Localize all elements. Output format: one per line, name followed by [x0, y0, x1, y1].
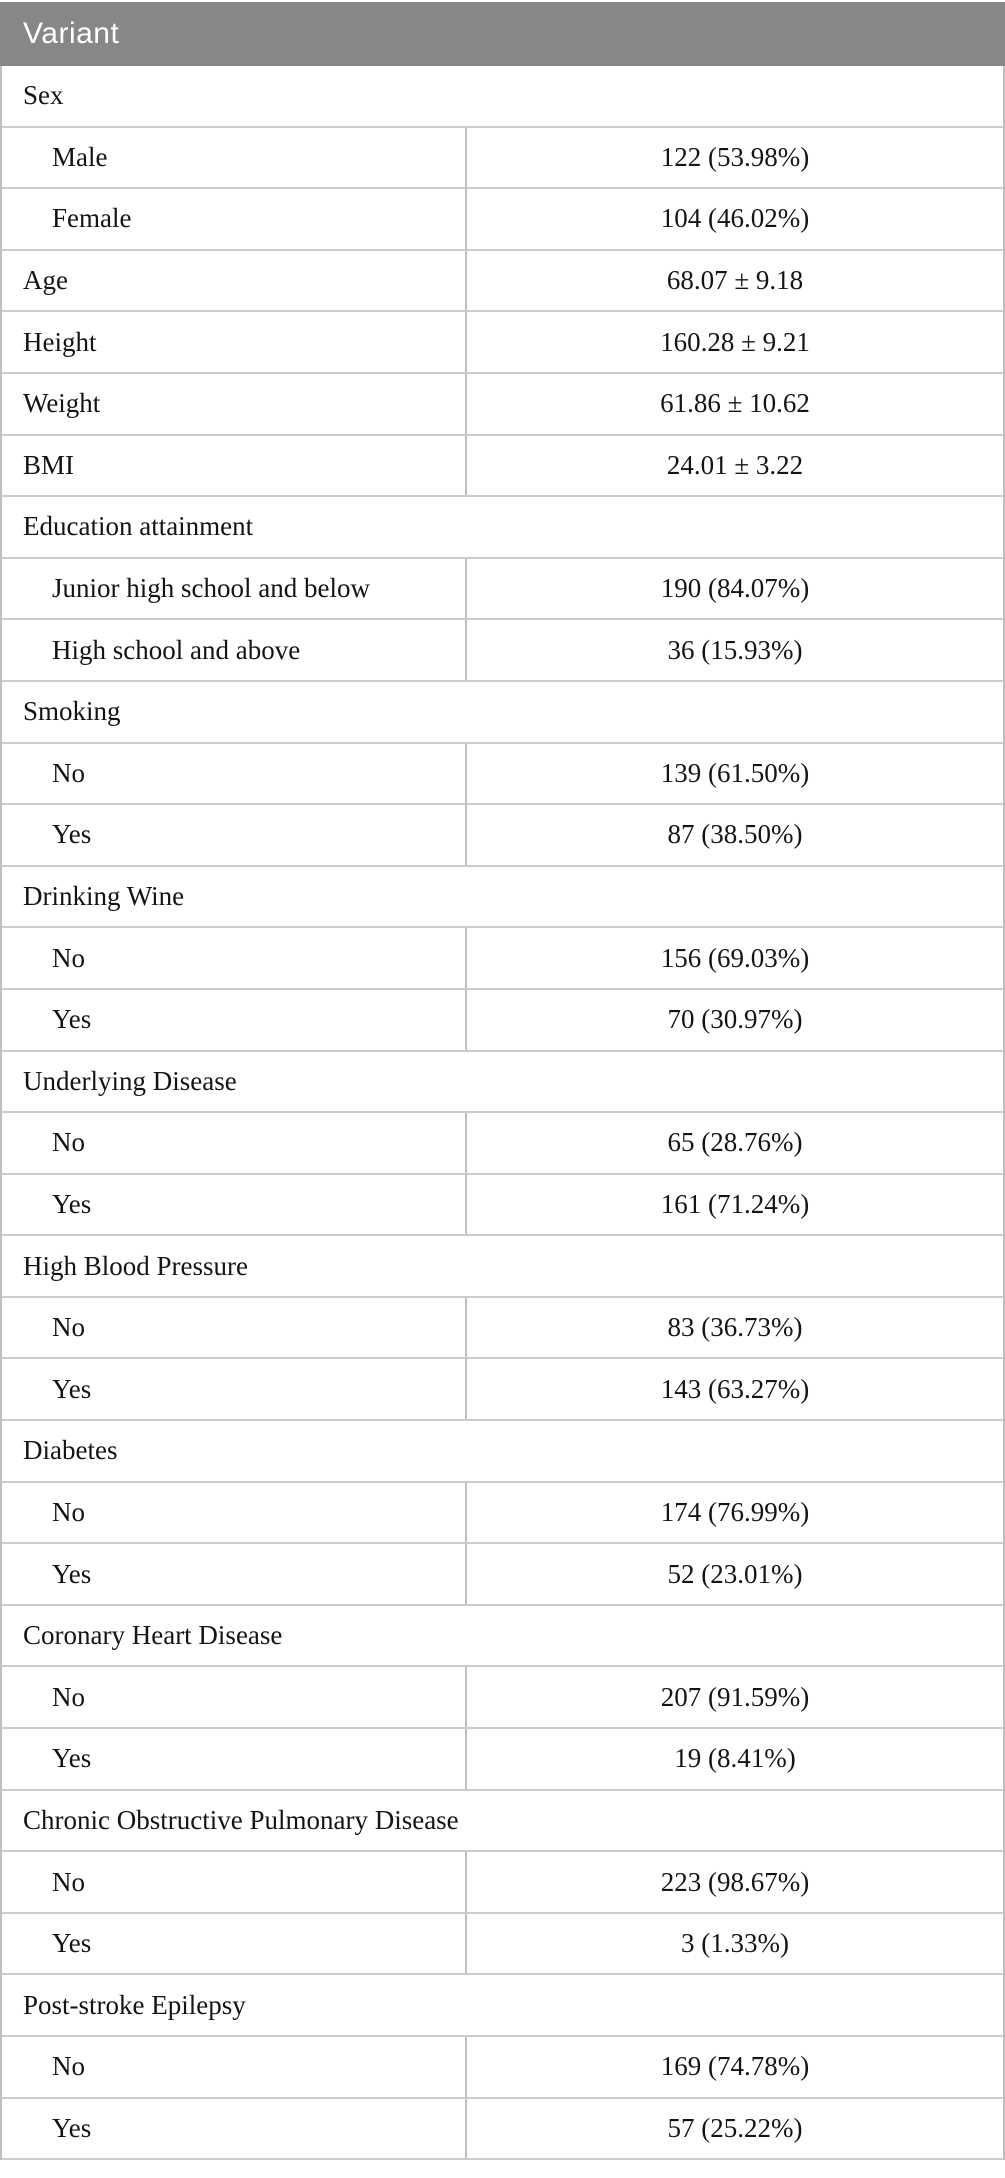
table-section-row: Drinking Wine — [2, 866, 1003, 929]
row-value: 139 (61.50%) — [660, 757, 810, 788]
row-label: Yes — [2, 1359, 467, 1420]
table-row: Yes 19 (8.41%) — [2, 1729, 1003, 1791]
table-row: Male 122 (53.98%) — [2, 127, 1003, 190]
table-section-row: Chronic Obstructive Pulmonary Disease — [2, 1790, 1003, 1853]
table-section-row: Coronary Heart Disease — [2, 1605, 1003, 1668]
row-label: Yes — [2, 2098, 467, 2159]
row-value: 24.01 ± 3.22 — [666, 449, 804, 480]
row-label: Education attainment — [23, 511, 254, 542]
table-row: BMI 24.01 ± 3.22 — [2, 435, 1003, 498]
table-header-title: Variant — [23, 17, 120, 50]
table-row: No 207 (91.59%) — [2, 1667, 1003, 1730]
table-row: No 139 (61.50%) — [2, 743, 1003, 806]
table-row: No 169 (74.78%) — [2, 2037, 1003, 2099]
table-row: Yes 52 (23.01%) — [2, 1544, 1003, 1606]
row-label: No — [2, 1667, 467, 1728]
table-section-row: Post-stroke Epilepsy — [2, 1975, 1003, 2037]
row-value: 169 (74.78%) — [660, 2051, 810, 2082]
table-row: Junior high school and below 190 (84.07%… — [2, 558, 1003, 621]
row-value: 161 (71.24%) — [660, 1188, 810, 1219]
row-label: Weight — [2, 373, 467, 434]
table-row: No 174 (76.99%) — [2, 1482, 1003, 1545]
table-section-row: Underlying Disease — [2, 1051, 1003, 1114]
row-label: Yes — [2, 805, 467, 865]
table-row: Height 160.28 ± 9.21 — [2, 312, 1003, 374]
row-label: Yes — [2, 989, 467, 1050]
row-value: 52 (23.01%) — [667, 1558, 803, 1589]
row-value: 207 (91.59%) — [660, 1681, 810, 1712]
row-label: No — [2, 928, 467, 988]
table-section-row: High Blood Pressure — [2, 1236, 1003, 1298]
row-label: No — [2, 1297, 467, 1358]
table-row: Yes 161 (71.24%) — [2, 1174, 1003, 1237]
row-label: Height — [2, 312, 467, 372]
table-row: No 156 (69.03%) — [2, 928, 1003, 990]
row-label: Yes — [2, 1913, 467, 1974]
row-value: 70 (30.97%) — [667, 1004, 803, 1035]
table-row: Yes 143 (63.27%) — [2, 1359, 1003, 1422]
table-row: Yes 87 (38.50%) — [2, 805, 1003, 867]
row-value: 57 (25.22%) — [667, 2112, 803, 2143]
row-value: 83 (36.73%) — [667, 1312, 803, 1343]
row-label: Age — [2, 250, 467, 311]
table-row: No 83 (36.73%) — [2, 1297, 1003, 1360]
table-row: Yes 70 (30.97%) — [2, 989, 1003, 1052]
table-section-row: Diabetes — [2, 1421, 1003, 1483]
row-label: Diabetes — [23, 1435, 118, 1466]
row-label: Yes — [2, 1544, 467, 1604]
row-label: Sex — [23, 80, 64, 111]
table-row: Yes 57 (25.22%) — [2, 2098, 1003, 2161]
table-row: Female 104 (46.02%) — [2, 189, 1003, 251]
row-value: 174 (76.99%) — [660, 1496, 810, 1527]
row-label: Coronary Heart Disease — [23, 1620, 283, 1651]
row-label: No — [2, 1852, 467, 1912]
row-value: 36 (15.93%) — [667, 634, 803, 665]
row-value: 190 (84.07%) — [660, 573, 810, 604]
table-row: Age 68.07 ± 9.18 — [2, 250, 1003, 313]
row-value: 3 (1.33%) — [681, 1928, 789, 1959]
table-row: Weight 61.86 ± 10.62 — [2, 373, 1003, 436]
row-label: Chronic Obstructive Pulmonary Disease — [23, 1804, 459, 1835]
row-label: Smoking — [23, 696, 121, 727]
row-label: No — [2, 743, 467, 804]
row-label: No — [2, 1482, 467, 1543]
row-value: 122 (53.98%) — [660, 141, 810, 172]
table-body: Sex Male 122 (53.98%) Female 104 (46.02%… — [0, 66, 1005, 2161]
row-label: Drinking Wine — [23, 881, 185, 912]
row-label: Male — [2, 127, 467, 188]
row-value: 19 (8.41%) — [674, 1743, 796, 1774]
row-value: 223 (98.67%) — [660, 1866, 810, 1897]
row-label: No — [2, 2037, 467, 2097]
table-row: High school and above 36 (15.93%) — [2, 620, 1003, 682]
table-row: Yes 3 (1.33%) — [2, 1913, 1003, 1976]
row-label: Yes — [2, 1174, 467, 1235]
table-section-row: Smoking — [2, 681, 1003, 744]
row-label: Junior high school and below — [2, 558, 467, 619]
row-value: 61.86 ± 10.62 — [660, 388, 810, 419]
table-header-row: Variant — [0, 2, 1005, 66]
row-value: 156 (69.03%) — [660, 942, 810, 973]
row-value: 104 (46.02%) — [660, 203, 810, 234]
row-label: High school and above — [2, 620, 467, 680]
row-label: Underlying Disease — [23, 1065, 237, 1096]
row-value: 68.07 ± 9.18 — [666, 265, 804, 296]
row-label: Female — [2, 189, 467, 249]
row-label: BMI — [2, 435, 467, 496]
row-label: High Blood Pressure — [23, 1250, 248, 1281]
table-section-row: Sex — [2, 66, 1003, 128]
row-value: 143 (63.27%) — [660, 1373, 810, 1404]
row-value: 65 (28.76%) — [667, 1127, 803, 1158]
row-label: Post-stroke Epilepsy — [23, 1989, 246, 2020]
row-label: Yes — [2, 1729, 467, 1789]
row-value: 87 (38.50%) — [667, 819, 803, 850]
row-label: No — [2, 1113, 467, 1173]
table-section-row: Education attainment — [2, 497, 1003, 559]
row-value: 160.28 ± 9.21 — [660, 326, 810, 357]
table-row: No 223 (98.67%) — [2, 1852, 1003, 1914]
table-row: No 65 (28.76%) — [2, 1113, 1003, 1175]
